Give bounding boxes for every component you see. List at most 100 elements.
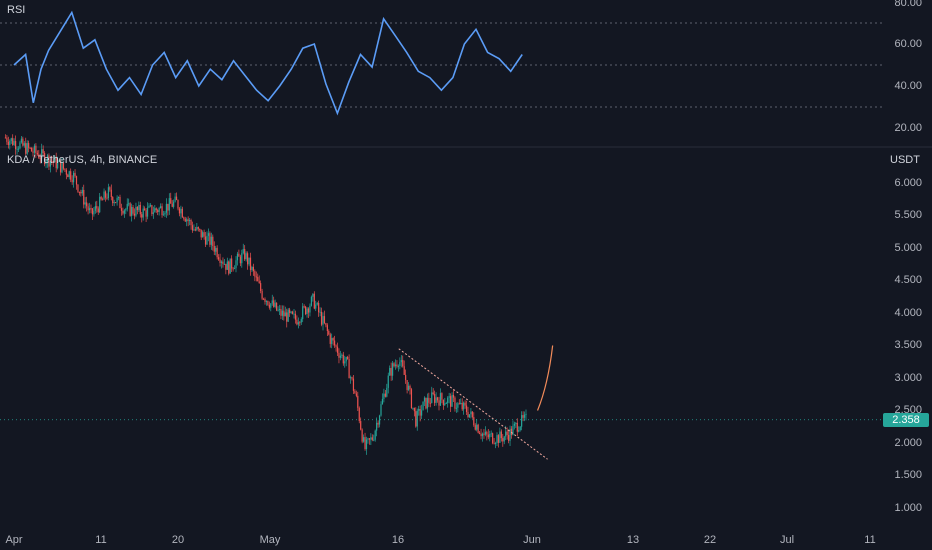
candle-body [368, 438, 370, 440]
candle-body [223, 263, 225, 265]
candle-body [492, 433, 494, 444]
price-axis-label: 5.500 [894, 209, 922, 221]
candle-body [54, 156, 56, 163]
candle-body [10, 138, 12, 141]
rsi-line [13, 10, 523, 116]
candle-body [199, 228, 201, 230]
candle-body [521, 415, 523, 427]
rsi-title: RSI [7, 4, 26, 16]
candle-body [387, 375, 389, 388]
candle-body [189, 220, 191, 222]
candle-body [332, 338, 334, 341]
price-axis-label: 6.000 [894, 177, 922, 189]
candle-body [12, 138, 14, 145]
candle-body [215, 247, 217, 252]
price-axis-label: 5.000 [894, 242, 922, 254]
candle-body [280, 309, 282, 316]
candle-body [94, 206, 96, 211]
candle-body [502, 438, 504, 442]
candle-body [435, 397, 437, 403]
candle-body [202, 232, 204, 238]
candle-body [486, 431, 488, 435]
candle-body [158, 208, 160, 213]
candle-body [342, 354, 344, 364]
candle-body [261, 290, 263, 299]
candle-body [193, 229, 195, 231]
candle-body [210, 236, 212, 245]
candle-body [392, 363, 394, 376]
candle-body [334, 340, 336, 346]
candle-body [410, 389, 413, 408]
time-axis-label: Jul [779, 534, 795, 546]
candle-body [323, 316, 326, 324]
candle-body [360, 421, 362, 430]
candle-body [132, 207, 134, 214]
candle-body [357, 395, 359, 408]
candle-body [348, 358, 350, 379]
candle-body [173, 201, 175, 207]
candle-body [29, 147, 31, 149]
candle-body [399, 362, 401, 366]
candle-body [423, 397, 426, 402]
candle-body [141, 214, 143, 218]
candle-body [287, 309, 289, 322]
candle-body [416, 410, 418, 427]
candle-body [191, 225, 194, 231]
candle-body [389, 367, 391, 376]
candle-body [364, 437, 366, 450]
candle-body [393, 363, 395, 367]
candle-body [257, 277, 259, 282]
candle-body [136, 206, 138, 211]
candle-body [383, 393, 385, 399]
candle-body [209, 233, 211, 245]
candle-body [271, 300, 273, 304]
currency-label: USDT [890, 154, 920, 166]
candle-body [499, 431, 501, 443]
candle-body [55, 156, 57, 169]
time-axis-label: Jun [523, 534, 541, 546]
candle-body [473, 417, 475, 426]
candle-body [305, 306, 307, 315]
candle-body [46, 155, 49, 163]
candle-body [25, 143, 27, 154]
candle-body [422, 401, 424, 411]
candle-body [303, 306, 305, 308]
candle-body [522, 415, 524, 418]
candle-body [88, 208, 91, 211]
candle-body [376, 422, 378, 431]
candle-body [168, 198, 170, 211]
candle-body [175, 196, 178, 201]
candle-body [148, 205, 150, 208]
candle-body [374, 430, 376, 440]
candle-body [297, 322, 299, 325]
candle-body [302, 306, 304, 320]
candle-body [155, 208, 157, 211]
candle-body [83, 189, 85, 205]
candle-body [26, 143, 28, 154]
candle-body [177, 200, 179, 209]
candle-body [505, 431, 507, 437]
candle-body [62, 162, 65, 169]
candle-body [306, 308, 308, 315]
candle-body [278, 309, 281, 311]
candle-body [335, 345, 337, 347]
time-axis-label: Apr [5, 534, 23, 546]
candle-body [441, 393, 443, 400]
candle-body [78, 191, 80, 193]
candle-body [36, 152, 38, 155]
symbol-title[interactable]: KDA / TetherUS, 4h, BINANCE [7, 154, 158, 166]
candle-body [377, 422, 379, 425]
candle-body [436, 397, 439, 401]
candle-body [133, 213, 136, 216]
candle-body [480, 433, 482, 437]
candle-body [71, 179, 73, 183]
candle-body [151, 205, 153, 215]
candle-body [19, 142, 21, 149]
candle-body [345, 356, 347, 362]
candle-body [513, 423, 515, 426]
candle-body [67, 174, 69, 178]
candle-body [509, 428, 511, 441]
candle-body [434, 394, 436, 403]
candle-body [183, 217, 185, 219]
